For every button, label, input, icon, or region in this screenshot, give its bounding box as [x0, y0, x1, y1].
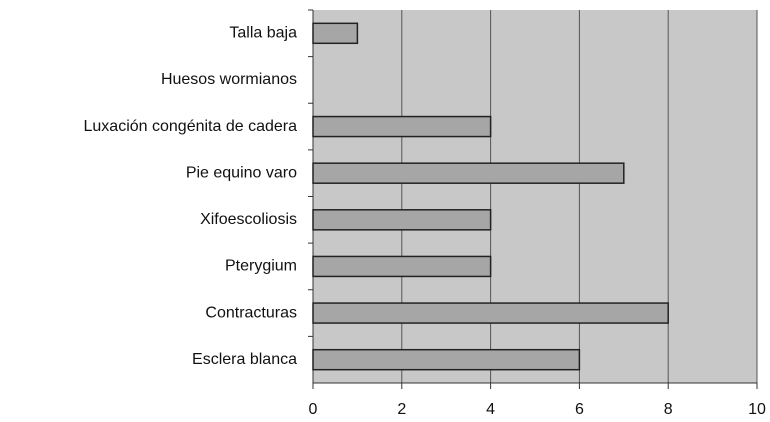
bar	[312, 348, 581, 371]
x-tick-label: 4	[486, 401, 495, 418]
y-tick-label: Esclera blanca	[192, 351, 297, 368]
plot-area	[313, 10, 757, 383]
x-tick-label: 0	[309, 401, 318, 418]
x-tick-label: 10	[748, 401, 766, 418]
y-tick-label: Luxación congénita de cadera	[84, 118, 298, 135]
y-tick-label: Talla baja	[229, 25, 297, 42]
bar	[312, 255, 492, 278]
x-tick-label: 6	[575, 401, 584, 418]
bar	[312, 209, 492, 231]
bar	[312, 302, 669, 324]
y-tick-label: Pie equino varo	[186, 164, 297, 181]
y-tick-label: Huesos wormianos	[161, 71, 297, 88]
y-tick-label: Contracturas	[205, 304, 297, 321]
bar	[312, 162, 625, 184]
y-tick-label: Pterygium	[225, 258, 297, 275]
bar	[312, 115, 492, 138]
x-tick-label: 2	[397, 401, 406, 418]
bar	[312, 22, 359, 45]
y-tick-label: Xifoescoliosis	[200, 211, 297, 228]
x-tick-label: 8	[664, 401, 673, 418]
